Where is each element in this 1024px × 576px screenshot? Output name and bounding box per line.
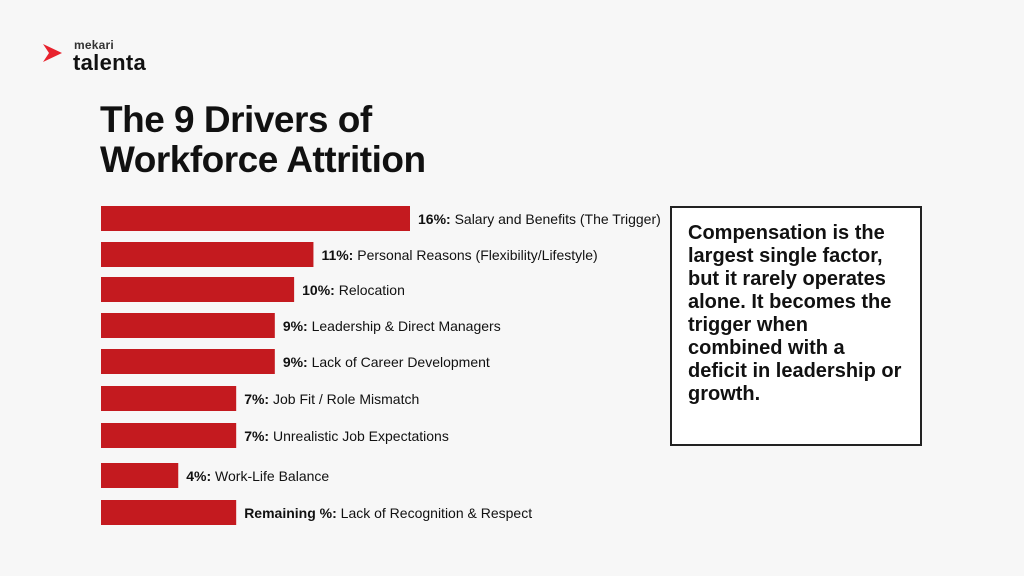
bar-3 [101,277,295,302]
bar-value-label-6: 7%: [244,391,269,407]
bar-9 [101,500,237,525]
bar-label-3: 10%: Relocation [302,282,405,298]
title-line-2: Workforce Attrition [100,139,426,180]
bar-label-4: 9%: Leadership & Direct Managers [283,318,501,334]
callout-text: Compensation is the largest single facto… [688,222,902,405]
bar-6 [101,386,237,411]
bar-value-label-3: 10%: [302,282,335,298]
bar-chart: 16%: Salary and Benefits (The Trigger) 11… [101,206,661,525]
callout-box: Compensation is the largest single facto… [670,206,922,446]
bar-value-label-9: Remaining %: [244,505,337,521]
bar-7 [101,423,237,448]
bar-2 [101,242,314,267]
bar-label-2: 11%: Personal Reasons (Flexibility/Lifes… [321,247,597,263]
bar-value-label-2: 11%: [321,247,353,263]
bar-value-label-4: 9%: [283,318,308,334]
bar-label-9: Remaining %: Lack of Recognition & Respe… [244,505,532,521]
bar-value-label-5: 9%: [283,354,308,370]
bar-category-label-6: Job Fit / Role Mismatch [269,391,419,407]
bar-1 [101,206,410,231]
bar-label-7: 7%: Unrealistic Job Expectations [244,428,449,444]
bar-category-label-7: Unrealistic Job Expectations [269,428,449,444]
bar-category-label-4: Leadership & Direct Managers [308,318,501,334]
brand-small-text: mekari [74,38,114,52]
title-line-1: The 9 Drivers of [100,99,372,140]
bar-category-label-8: Work-Life Balance [211,468,329,484]
bar-category-label-9: Lack of Recognition & Respect [337,505,532,521]
bar-category-label-5: Lack of Career Development [308,354,490,370]
bar-value-label-1: 16%: [418,211,451,227]
bar-label-8: 4%: Work-Life Balance [186,468,329,484]
bar-8 [101,463,179,488]
bar-label-6: 7%: Job Fit / Role Mismatch [244,391,419,407]
bar-5 [101,349,275,374]
brand-name: talenta [73,50,147,75]
bar-category-label-2: Personal Reasons (Flexibility/Lifestyle) [353,247,597,263]
bar-label-1: 16%: Salary and Benefits (The Trigger) [418,211,661,227]
bar-category-label-1: Salary and Benefits (The Trigger) [451,211,661,227]
bar-value-label-8: 4%: [186,468,211,484]
bar-value-label-7: 7%: [244,428,269,444]
bar-4 [101,313,275,338]
page-title: The 9 Drivers of Workforce Attrition [100,100,660,180]
brand-logo: mekari talenta [40,38,180,78]
logo-arrow-icon [43,44,62,62]
bar-label-5: 9%: Lack of Career Development [283,354,490,370]
bar-category-label-3: Relocation [335,282,405,298]
